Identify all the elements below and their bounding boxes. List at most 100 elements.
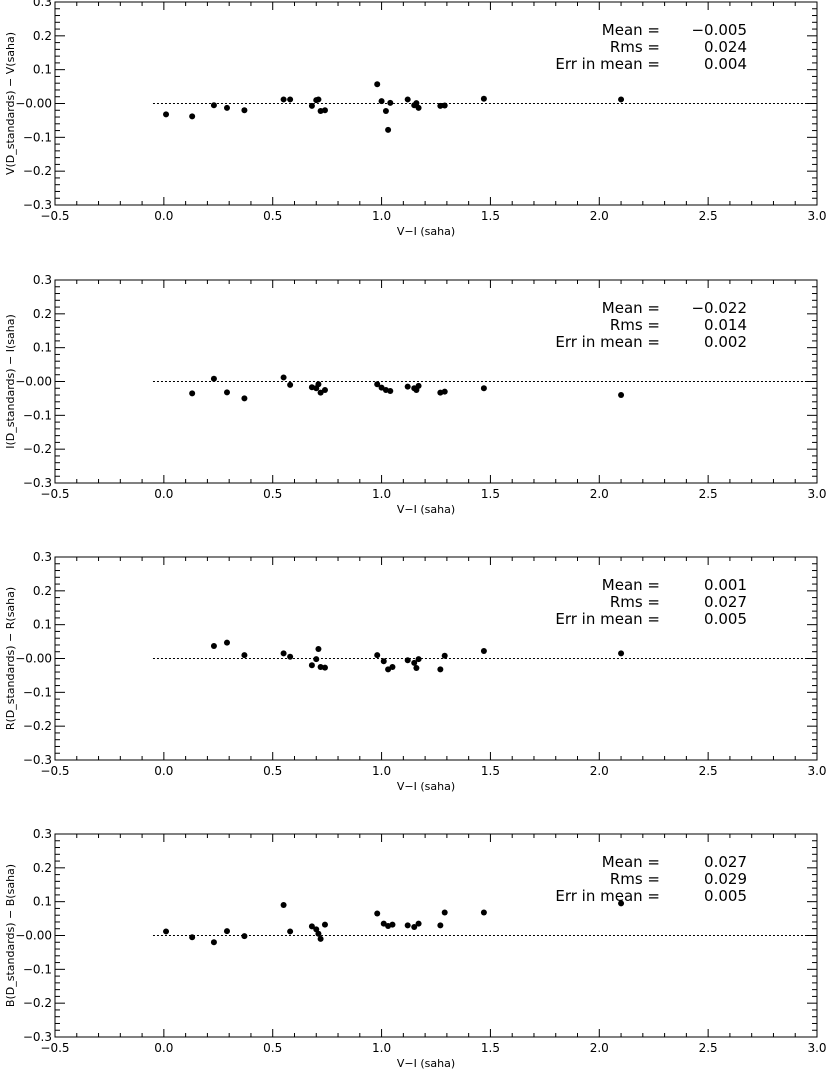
x-tick-label: 2.0 <box>590 764 609 778</box>
data-point <box>321 107 328 114</box>
y-tick-label: −0.3 <box>23 1030 52 1044</box>
x-axis-label: V−I (saha) <box>397 780 455 793</box>
data-point <box>313 656 320 663</box>
x-tick-label: −0.5 <box>40 209 69 223</box>
data-point <box>223 389 230 396</box>
data-point <box>315 646 322 653</box>
y-tick-label: −0.00 <box>15 652 52 666</box>
data-point <box>618 900 625 907</box>
data-point <box>287 653 294 660</box>
x-tick-label: −0.5 <box>40 1041 69 1055</box>
x-tick-label: 3.0 <box>807 1041 826 1055</box>
y-tick-label: 0.2 <box>33 861 52 875</box>
data-point <box>210 642 217 649</box>
stat-value: −0.005 <box>691 21 747 39</box>
data-point <box>241 933 248 940</box>
data-point <box>223 928 230 935</box>
x-tick-label: 0.0 <box>154 1041 173 1055</box>
data-point <box>317 935 324 942</box>
data-point <box>437 102 444 109</box>
y-tick-label: 0.2 <box>33 307 52 321</box>
stat-label: Rms = <box>610 870 660 888</box>
x-tick-label: 3.0 <box>807 209 826 223</box>
data-point <box>287 381 294 388</box>
y-tick-label: −0.1 <box>23 408 52 422</box>
y-tick-label: −0.00 <box>15 97 52 111</box>
x-tick-label: 1.0 <box>372 764 391 778</box>
data-point <box>480 385 487 392</box>
stat-value: 0.027 <box>704 853 747 871</box>
x-tick-label: 0.0 <box>154 487 173 501</box>
y-tick-label: 0.3 <box>33 550 52 564</box>
data-point <box>287 928 294 935</box>
data-point <box>280 96 287 103</box>
x-tick-label: 2.0 <box>590 1041 609 1055</box>
data-point <box>480 648 487 655</box>
y-tick-label: −0.00 <box>15 375 52 389</box>
data-point <box>404 96 411 103</box>
y-tick-label: −0.3 <box>23 198 52 212</box>
data-point <box>223 104 230 111</box>
data-point <box>210 939 217 946</box>
x-tick-label: 1.0 <box>372 209 391 223</box>
plot-panel-3: −0.5 0.0 0.5 1.0 1.5 2.0 2.5 3.0 0.3 0.2 0.1 −0.00 −… <box>4 550 827 793</box>
y-tick-label: −0.2 <box>23 164 52 178</box>
stat-value: −0.022 <box>691 299 747 317</box>
x-tick-label: 0.5 <box>263 209 282 223</box>
data-point <box>321 921 328 928</box>
data-point <box>618 96 625 103</box>
data-point <box>280 374 287 381</box>
y-axis-label: R(D_standards) − R(saha) <box>4 587 17 730</box>
x-tick-label: −0.5 <box>40 764 69 778</box>
data-point <box>618 392 625 399</box>
y-tick-label: −0.2 <box>23 996 52 1010</box>
stat-value: 0.029 <box>704 870 747 888</box>
stat-value: 0.024 <box>704 38 747 56</box>
data-point <box>163 111 170 118</box>
data-point <box>374 81 381 88</box>
data-point <box>387 99 394 106</box>
y-tick-label: 0.1 <box>33 63 52 77</box>
x-tick-label: 2.5 <box>699 209 718 223</box>
stat-value: 0.004 <box>704 55 747 73</box>
data-point <box>223 639 230 646</box>
y-tick-label: −0.1 <box>23 962 52 976</box>
stat-label: Err in mean = <box>555 887 660 905</box>
data-point <box>241 395 248 402</box>
x-tick-label: 2.0 <box>590 487 609 501</box>
stat-label: Err in mean = <box>555 55 660 73</box>
data-point <box>315 930 322 937</box>
x-tick-label: 2.5 <box>699 764 718 778</box>
plot-panel-1: −0.5 0.0 0.5 1.0 1.5 2.0 2.5 3.0 0.3 0.2 0.1 −0.00 −… <box>4 0 827 238</box>
data-point <box>389 921 396 928</box>
data-point <box>189 113 196 120</box>
stat-value: 0.027 <box>704 593 747 611</box>
data-point <box>437 666 444 673</box>
data-point <box>280 902 287 909</box>
x-tick-label: 1.5 <box>481 764 500 778</box>
data-point <box>317 389 324 396</box>
y-tick-label: 0.3 <box>33 827 52 841</box>
x-tick-label: 1.5 <box>481 1041 500 1055</box>
x-tick-label: 3.0 <box>807 764 826 778</box>
data-point <box>163 928 170 935</box>
x-tick-label: 1.0 <box>372 487 391 501</box>
stat-label: Err in mean = <box>555 610 660 628</box>
data-point <box>308 662 315 669</box>
x-tick-label: −0.5 <box>40 487 69 501</box>
x-tick-label: 2.0 <box>590 209 609 223</box>
y-tick-label: 0.1 <box>33 895 52 909</box>
y-tick-label: −0.00 <box>15 929 52 943</box>
data-point <box>241 652 248 659</box>
data-point <box>404 922 411 929</box>
data-point <box>189 934 196 941</box>
y-tick-label: −0.2 <box>23 442 52 456</box>
stat-label: Err in mean = <box>555 333 660 351</box>
y-axis-label: V(D_standards) − V(saha) <box>4 32 17 175</box>
x-tick-label: 1.5 <box>481 209 500 223</box>
x-tick-label: 0.5 <box>263 764 282 778</box>
stat-value: 0.014 <box>704 316 747 334</box>
data-point <box>287 96 294 103</box>
y-tick-label: 0.2 <box>33 29 52 43</box>
data-point <box>441 652 448 659</box>
